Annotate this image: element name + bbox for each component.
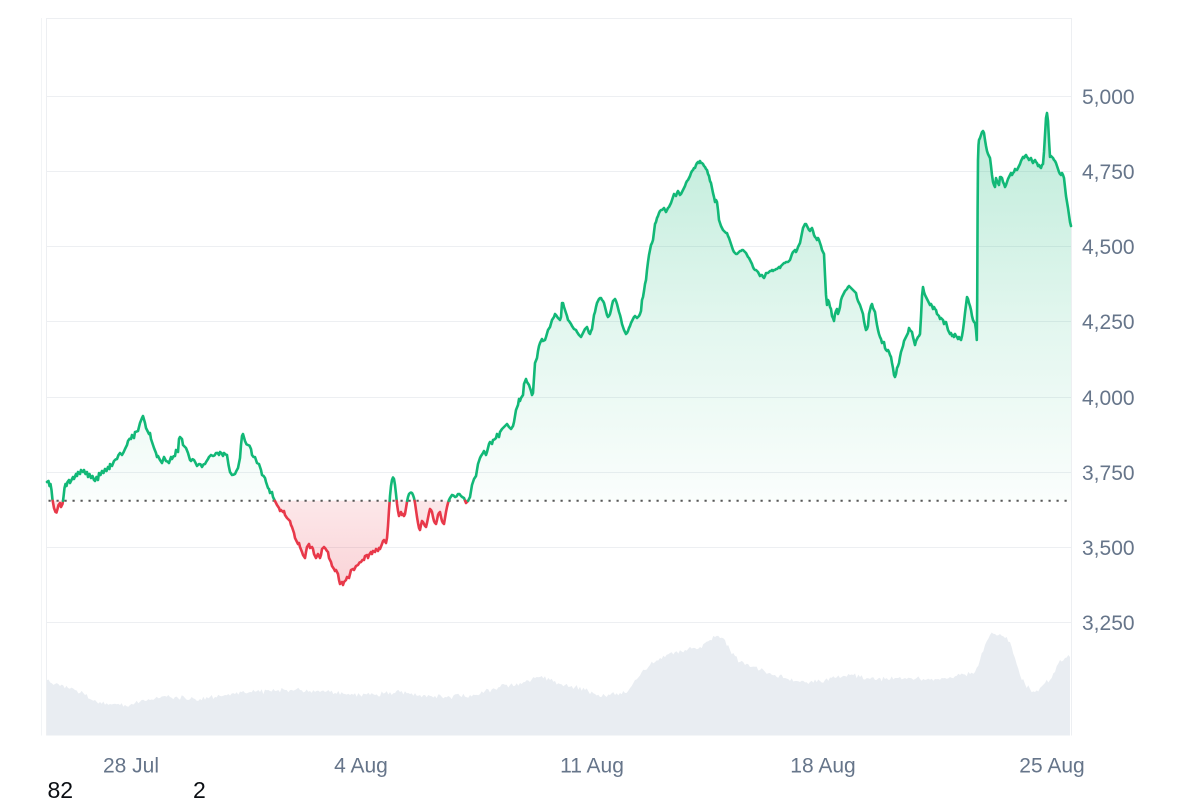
svg-text:25 Aug: 25 Aug xyxy=(1019,755,1084,778)
svg-text:11 Aug: 11 Aug xyxy=(560,755,624,778)
svg-text:4,250: 4,250 xyxy=(1082,311,1135,334)
svg-text:18 Aug: 18 Aug xyxy=(790,755,855,778)
svg-text:4,000: 4,000 xyxy=(1082,387,1135,410)
svg-text:2: 2 xyxy=(193,777,206,800)
svg-text:3,500: 3,500 xyxy=(1082,537,1135,560)
svg-text:3,250: 3,250 xyxy=(1082,612,1135,635)
svg-text:5,000: 5,000 xyxy=(1082,86,1135,109)
svg-text:28 Jul: 28 Jul xyxy=(103,755,159,778)
svg-text:82: 82 xyxy=(48,777,74,800)
svg-text:4 Aug: 4 Aug xyxy=(334,755,388,778)
svg-text:4,500: 4,500 xyxy=(1082,236,1135,259)
svg-text:4,750: 4,750 xyxy=(1082,161,1135,184)
svg-text:3,750: 3,750 xyxy=(1082,462,1135,485)
